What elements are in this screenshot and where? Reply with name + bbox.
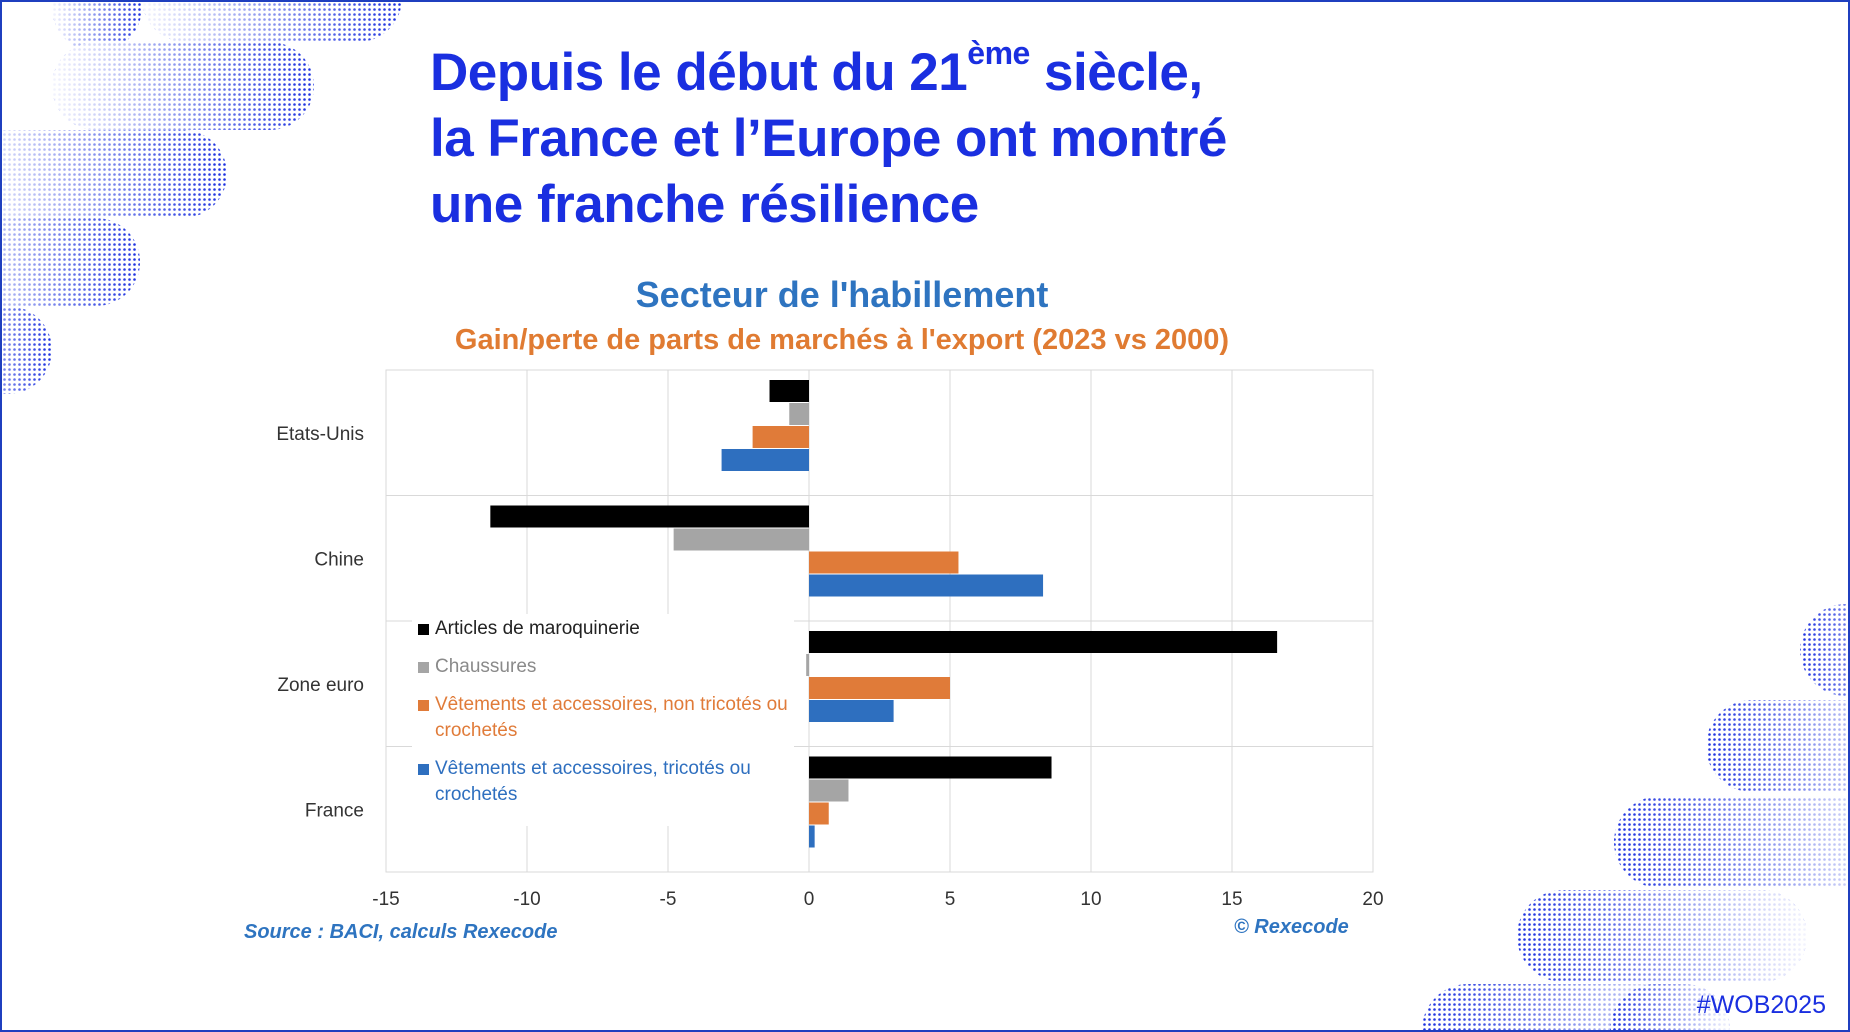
- copyright-note: © Rexecode: [1234, 916, 1349, 938]
- x-tick-label: 20: [1362, 889, 1383, 910]
- bar: [809, 825, 815, 848]
- bar: [721, 449, 809, 471]
- chart-legend: Articles de maroquinerie Chaussures Vête…: [412, 614, 794, 826]
- x-tick-label: -5: [660, 889, 677, 910]
- legend-swatch: [418, 624, 429, 635]
- legend-item: Vêtements et accessoires, tricotés ou cr…: [418, 756, 788, 808]
- x-tick-label: 5: [945, 889, 956, 910]
- legend-item: Chaussures: [418, 654, 788, 680]
- bar: [809, 631, 1278, 653]
- chart-subtitle: Gain/perte de parts de marchés à l'expor…: [454, 324, 1230, 356]
- bar: [490, 505, 809, 528]
- legend-label: Articles de maroquinerie: [435, 618, 640, 639]
- y-tick-label: Zone euro: [277, 675, 364, 696]
- bar: [809, 779, 849, 802]
- legend-item: Vêtements et accessoires, non tricotés o…: [418, 692, 788, 744]
- hashtag: #WOB2025: [1696, 991, 1826, 1019]
- x-tick-label: 15: [1221, 889, 1242, 910]
- x-tick-label: 10: [1080, 889, 1101, 910]
- y-tick-label: France: [305, 800, 364, 821]
- bar: [769, 380, 809, 402]
- bar: [809, 700, 894, 722]
- bottom-right-pills: [1422, 604, 1848, 1030]
- bar: [789, 403, 809, 425]
- legend-label: Vêtements et accessoires, non tricotés o…: [435, 694, 788, 741]
- y-tick-label: Chine: [314, 549, 364, 570]
- headline: Depuis le début du 21ème siècle, la Fran…: [430, 35, 1430, 238]
- x-tick-label: 0: [804, 889, 815, 910]
- bar: [809, 802, 829, 825]
- legend-swatch: [418, 662, 429, 673]
- x-tick-label: -15: [372, 889, 399, 910]
- headline-line2: la France et l’Europe ont montré: [430, 109, 1227, 168]
- bar: [673, 528, 809, 551]
- x-tick-label: -10: [513, 889, 540, 910]
- bar: [809, 574, 1044, 597]
- bar: [806, 654, 809, 676]
- legend-label: Chaussures: [435, 656, 537, 677]
- bar: [809, 756, 1052, 779]
- legend-label: Vêtements et accessoires, tricotés ou cr…: [435, 758, 751, 805]
- legend-item: Articles de maroquinerie: [418, 616, 788, 642]
- y-tick-label: Etats-Unis: [276, 424, 364, 445]
- legend-swatch: [418, 700, 429, 711]
- bar: [809, 551, 959, 574]
- bar: [809, 677, 950, 699]
- headline-line1: Depuis le début du 21ème siècle,: [430, 35, 1203, 102]
- source-note: Source : BACI, calculs Rexecode: [244, 921, 558, 943]
- headline-line3: une franche résilience: [430, 175, 979, 234]
- legend-swatch: [418, 764, 429, 775]
- chart-title: Secteur de l'habillement: [635, 274, 1049, 315]
- bar: [752, 426, 809, 448]
- top-left-pills: [2, 2, 402, 394]
